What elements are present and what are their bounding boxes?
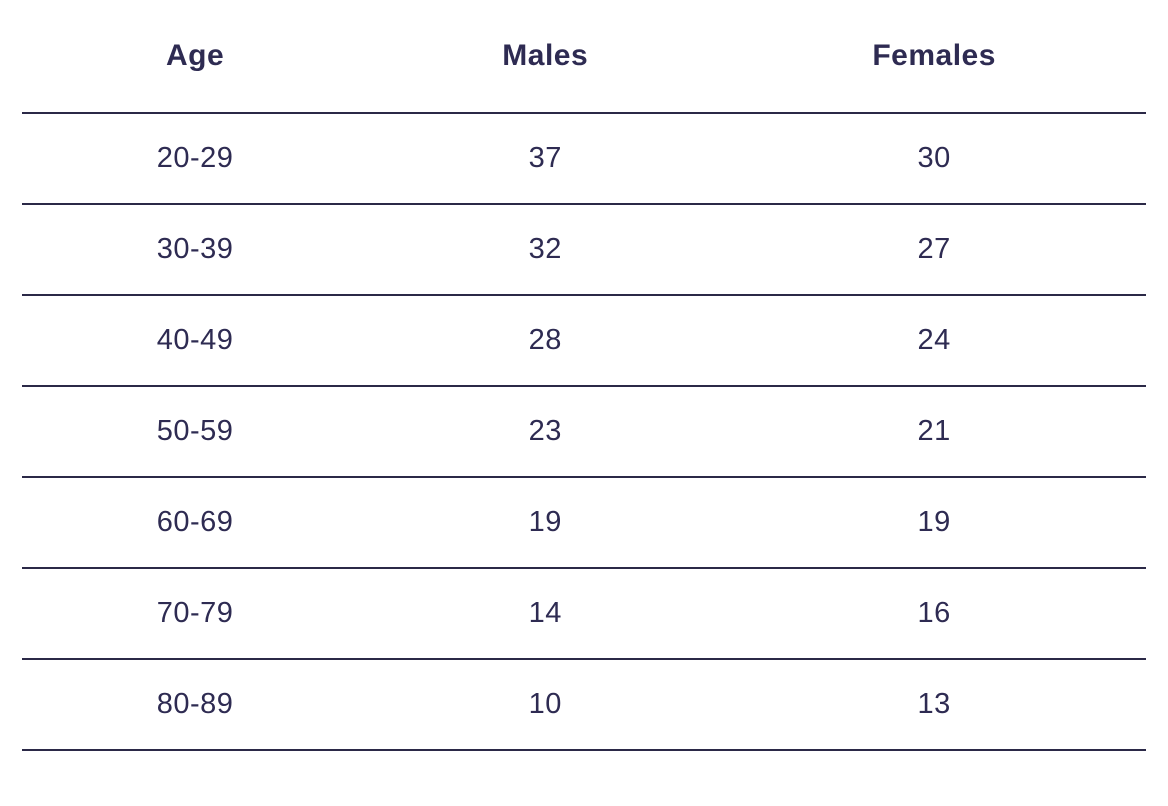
- table-body: 20-29 37 30 30-39 32 27 40-49 28 24 50-59 23 21 60-6…: [22, 112, 1146, 751]
- age-cell: 40-49: [22, 294, 369, 386]
- column-header-males: Males: [502, 39, 589, 72]
- age-cell: 30-39: [22, 203, 369, 295]
- table-row: 80-89 10 13: [22, 658, 1146, 751]
- females-cell: 27: [722, 203, 1146, 295]
- table-row: 60-69 19 19: [22, 476, 1146, 568]
- table-row: 70-79 14 16: [22, 567, 1146, 659]
- females-cell: 13: [722, 658, 1146, 751]
- females-cell: 24: [722, 294, 1146, 386]
- header-row: Age Males Females: [22, 0, 1146, 113]
- age-cell: 50-59: [22, 385, 369, 477]
- females-cell: 16: [722, 567, 1146, 659]
- males-cell: 23: [368, 385, 723, 477]
- table-row: 20-29 37 30: [22, 112, 1146, 204]
- table-row: 40-49 28 24: [22, 294, 1146, 386]
- females-cell: 19: [722, 476, 1146, 568]
- males-cell: 37: [368, 112, 723, 204]
- age-gender-table-container: Age Males Females 20-29 37 30 30-39 32 27 40-4…: [22, 0, 1146, 751]
- age-cell: 60-69: [22, 476, 369, 568]
- age-cell: 20-29: [22, 112, 369, 204]
- males-cell: 28: [368, 294, 723, 386]
- males-cell: 19: [368, 476, 723, 568]
- males-cell: 14: [368, 567, 723, 659]
- age-cell: 70-79: [22, 567, 369, 659]
- males-cell: 10: [368, 658, 723, 751]
- females-cell: 21: [722, 385, 1146, 477]
- males-cell: 32: [368, 203, 723, 295]
- age-cell: 80-89: [22, 658, 369, 751]
- age-gender-table: Age Males Females 20-29 37 30 30-39 32 27 40-4…: [22, 0, 1146, 751]
- females-cell: 30: [722, 112, 1146, 204]
- table-row: 50-59 23 21: [22, 385, 1146, 477]
- table-row: 30-39 32 27: [22, 203, 1146, 295]
- column-header-age: Age: [166, 39, 225, 72]
- column-header-females: Females: [872, 39, 996, 72]
- table-header: Age Males Females: [22, 0, 1146, 113]
